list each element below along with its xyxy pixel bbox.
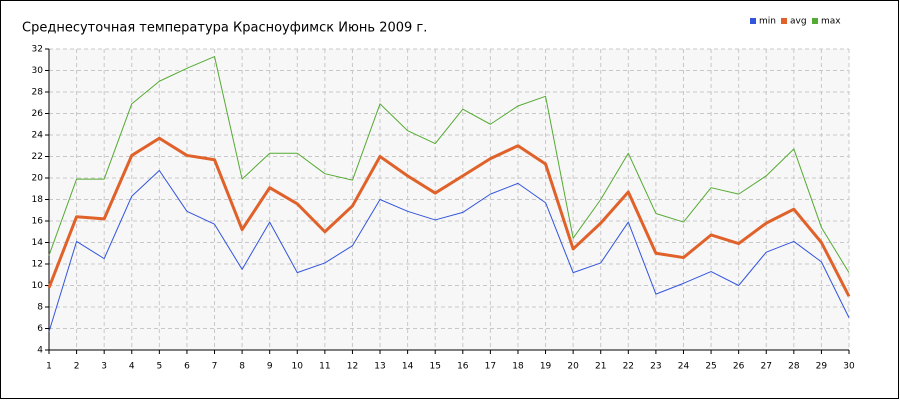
x-tick-label: 23	[650, 362, 661, 372]
y-tick-label: 32	[32, 45, 43, 55]
x-tick-label: 28	[788, 362, 800, 372]
x-tick-label: 30	[843, 362, 855, 372]
x-tick-label: 21	[595, 362, 606, 372]
x-tick-label: 26	[733, 362, 745, 372]
y-tick-label: 24	[32, 131, 44, 141]
y-tick-label: 4	[37, 346, 43, 356]
x-tick-label: 15	[429, 362, 440, 372]
x-tick-label: 13	[374, 362, 385, 372]
y-tick-label: 28	[32, 88, 44, 98]
x-tick-label: 18	[512, 362, 524, 372]
x-tick-label: 19	[540, 362, 552, 372]
legend-swatch	[750, 18, 756, 24]
x-tick-label: 14	[402, 362, 414, 372]
chart-title: Среднесуточная температура Красноуфимск …	[22, 21, 427, 36]
legend-label: max	[821, 17, 841, 27]
x-tick-label: 20	[567, 362, 579, 372]
series-line	[48, 169, 850, 332]
x-tick-label: 4	[129, 362, 135, 372]
x-tick-label: 17	[485, 362, 496, 372]
y-tick-label: 10	[32, 281, 44, 291]
y-tick-label: 30	[32, 66, 44, 76]
x-tick-label: 5	[156, 362, 162, 372]
x-tick-label: 22	[623, 362, 634, 372]
x-tick-label: 27	[761, 362, 772, 372]
legend-swatch	[812, 18, 818, 24]
legend-label: avg	[790, 17, 807, 27]
x-tick-label: 25	[705, 362, 716, 372]
y-tick-label: 22	[32, 152, 43, 162]
x-tick-label: 7	[212, 362, 218, 372]
legend-label: min	[759, 17, 776, 27]
y-tick-label: 6	[37, 324, 43, 334]
x-tick-label: 2	[74, 362, 80, 372]
y-tick-label: 20	[32, 174, 44, 184]
x-tick-label: 6	[184, 362, 190, 372]
x-tick-label: 10	[292, 362, 304, 372]
y-tick-label: 12	[32, 260, 43, 270]
series-line	[47, 136, 851, 297]
x-tick-label: 29	[816, 362, 828, 372]
x-tick-label: 8	[239, 362, 245, 372]
x-tick-label: 11	[319, 362, 330, 372]
x-tick-label: 12	[347, 362, 358, 372]
y-tick-label: 18	[32, 195, 44, 205]
x-tick-label: 9	[267, 362, 273, 372]
y-tick-label: 14	[32, 238, 44, 248]
series-line	[48, 56, 850, 273]
legend-swatch	[781, 18, 787, 24]
x-tick-label: 1	[46, 362, 52, 372]
y-tick-label: 26	[32, 109, 44, 119]
x-tick-label: 3	[101, 362, 107, 372]
y-tick-label: 16	[32, 217, 44, 227]
x-tick-label: 24	[678, 362, 690, 372]
y-tick-label: 8	[37, 303, 43, 313]
x-tick-label: 16	[457, 362, 469, 372]
